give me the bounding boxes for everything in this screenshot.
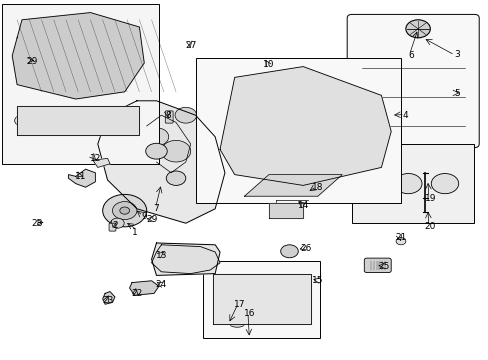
Polygon shape: [220, 67, 390, 185]
Text: 15: 15: [311, 276, 323, 285]
Text: 2: 2: [112, 220, 118, 230]
FancyBboxPatch shape: [109, 223, 116, 231]
Circle shape: [394, 174, 421, 194]
Text: 5: 5: [453, 89, 459, 98]
Text: 26: 26: [299, 244, 311, 253]
Polygon shape: [244, 175, 342, 196]
Circle shape: [161, 140, 190, 162]
Circle shape: [280, 245, 298, 258]
Bar: [195, 58, 400, 203]
Polygon shape: [102, 292, 115, 304]
Circle shape: [65, 116, 77, 125]
Ellipse shape: [229, 321, 244, 327]
FancyBboxPatch shape: [346, 14, 478, 148]
Circle shape: [144, 128, 168, 146]
FancyBboxPatch shape: [165, 111, 173, 123]
Circle shape: [107, 50, 122, 62]
Text: 9: 9: [141, 212, 147, 220]
Circle shape: [145, 143, 167, 159]
Circle shape: [15, 115, 29, 126]
Polygon shape: [98, 101, 224, 223]
Circle shape: [110, 218, 124, 228]
Polygon shape: [12, 13, 144, 99]
Circle shape: [101, 46, 128, 66]
Polygon shape: [212, 274, 310, 324]
Text: 28: 28: [31, 219, 42, 228]
Text: 6: 6: [407, 51, 413, 60]
FancyBboxPatch shape: [351, 144, 473, 223]
Text: 29: 29: [145, 215, 157, 224]
Text: 22: 22: [131, 289, 142, 298]
Text: 29: 29: [26, 57, 38, 66]
Text: 11: 11: [75, 172, 86, 181]
Circle shape: [102, 194, 146, 227]
Text: 8: 8: [165, 111, 171, 120]
Text: 25: 25: [377, 262, 389, 271]
Text: 7: 7: [153, 204, 159, 213]
Polygon shape: [68, 169, 95, 187]
Text: 23: 23: [102, 296, 113, 305]
Circle shape: [430, 174, 458, 194]
Circle shape: [221, 305, 243, 321]
Circle shape: [166, 171, 185, 185]
Text: 14: 14: [297, 201, 308, 210]
Circle shape: [395, 238, 405, 245]
Text: 16: 16: [243, 309, 255, 318]
Text: 10: 10: [263, 60, 274, 69]
Circle shape: [31, 116, 42, 125]
Polygon shape: [151, 245, 220, 274]
Circle shape: [120, 207, 129, 214]
FancyBboxPatch shape: [364, 258, 390, 273]
Text: 12: 12: [89, 154, 101, 163]
Text: 13: 13: [155, 251, 167, 260]
Polygon shape: [17, 106, 139, 135]
Text: 3: 3: [453, 50, 459, 59]
Polygon shape: [93, 158, 110, 167]
Circle shape: [112, 202, 137, 220]
Text: 21: 21: [394, 233, 406, 242]
Bar: [203, 261, 320, 338]
Text: 18: 18: [311, 183, 323, 192]
Text: 27: 27: [184, 41, 196, 50]
Text: 4: 4: [402, 111, 408, 120]
Text: 17: 17: [233, 300, 245, 309]
Polygon shape: [151, 243, 220, 275]
Circle shape: [227, 310, 237, 317]
Text: 1: 1: [131, 228, 137, 237]
Circle shape: [357, 174, 385, 194]
Circle shape: [104, 116, 116, 125]
Text: 24: 24: [155, 280, 167, 289]
Bar: [2, 4, 159, 164]
Circle shape: [405, 20, 429, 38]
Circle shape: [175, 107, 196, 123]
Text: 19: 19: [424, 194, 435, 202]
Polygon shape: [129, 281, 159, 295]
Text: 20: 20: [424, 222, 435, 231]
Polygon shape: [268, 203, 303, 218]
